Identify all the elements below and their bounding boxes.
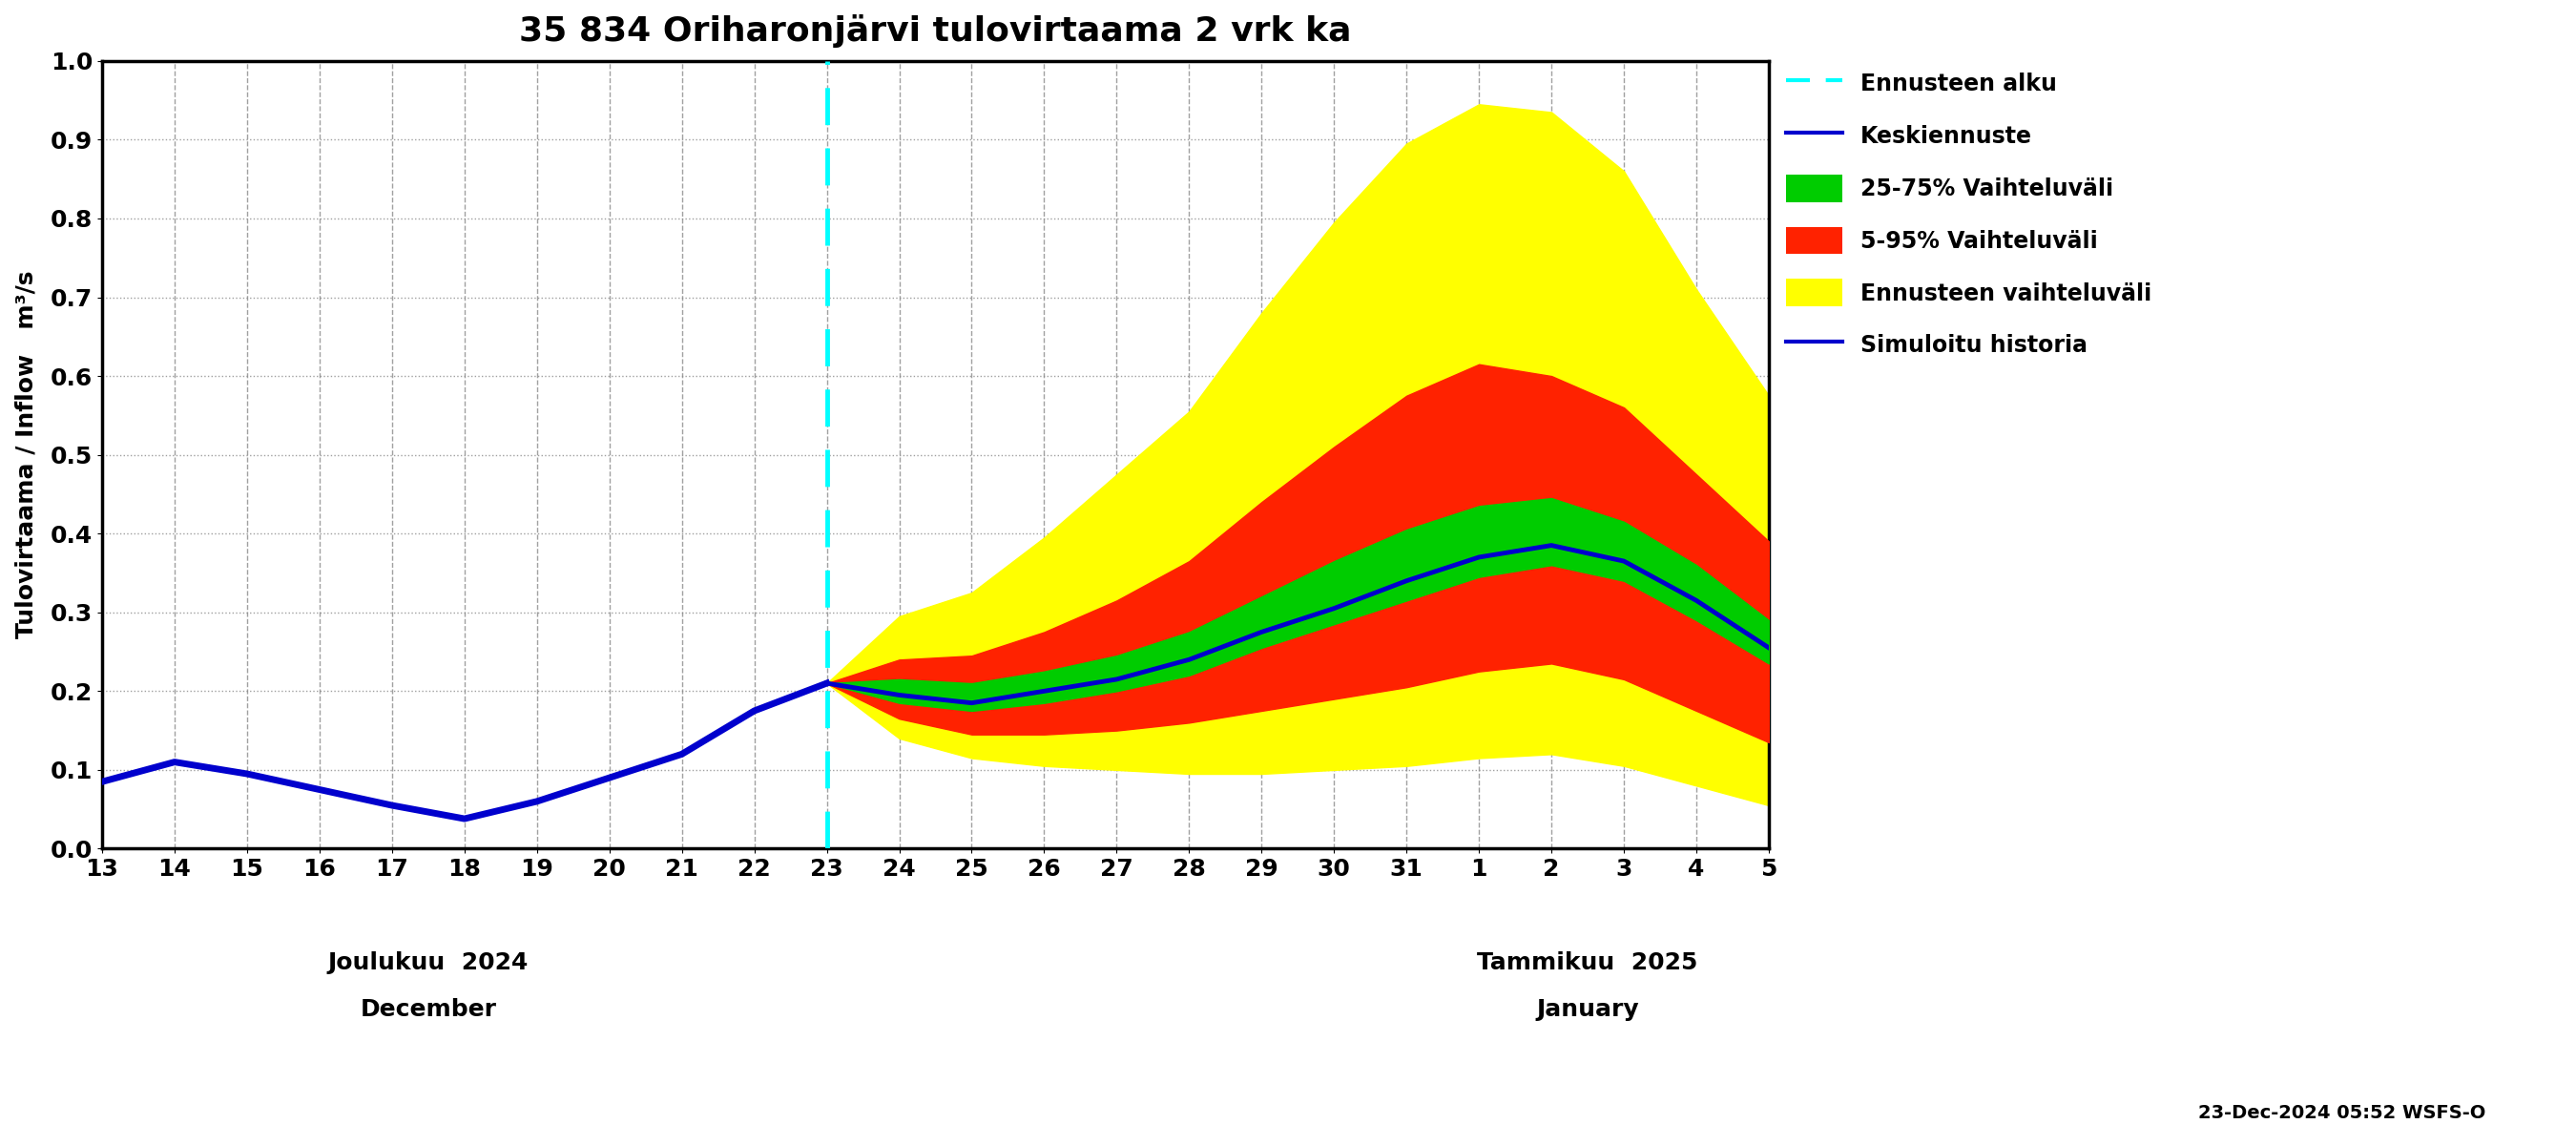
Text: December: December — [361, 998, 497, 1021]
Text: Tammikuu  2025: Tammikuu 2025 — [1476, 951, 1698, 974]
Text: Joulukuu  2024: Joulukuu 2024 — [327, 951, 528, 974]
Text: 23-Dec-2024 05:52 WSFS-O: 23-Dec-2024 05:52 WSFS-O — [2197, 1104, 2486, 1122]
Legend: Ennusteen alku, Keskiennuste, 25-75% Vaihteluväli, 5-95% Vaihteluväli, Ennusteen: Ennusteen alku, Keskiennuste, 25-75% Vai… — [1777, 61, 2161, 368]
Title: 35 834 Oriharonjärvi tulovirtaama 2 vrk ka: 35 834 Oriharonjärvi tulovirtaama 2 vrk … — [520, 14, 1352, 48]
Y-axis label: Tulovirtaama / Inflow   m³/s: Tulovirtaama / Inflow m³/s — [15, 271, 36, 639]
Text: January: January — [1535, 998, 1638, 1021]
